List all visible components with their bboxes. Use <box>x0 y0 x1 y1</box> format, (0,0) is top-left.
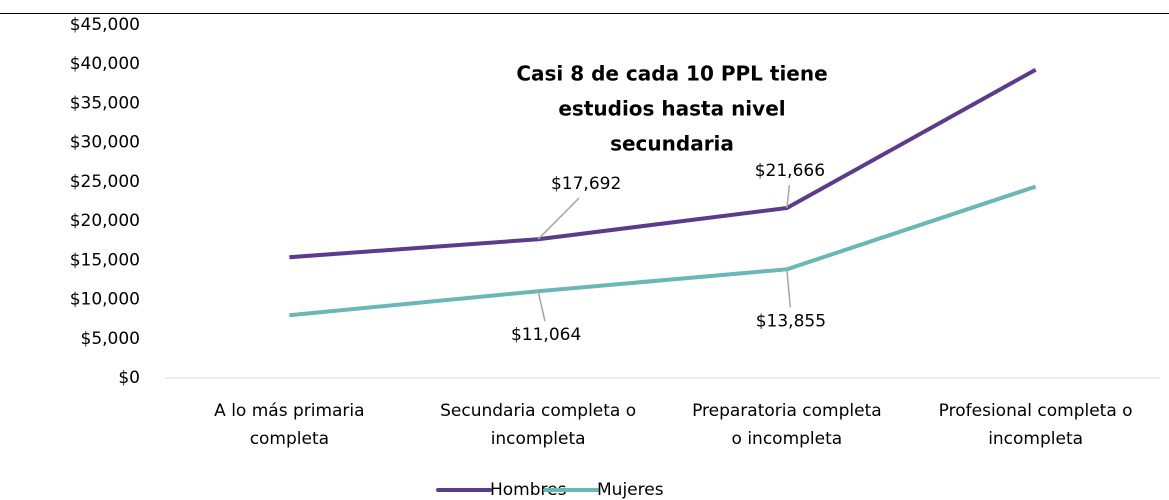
annotation: secundaria <box>610 132 734 156</box>
annotation: estudios hasta nivel <box>558 97 785 121</box>
leader-line <box>786 184 791 209</box>
leader-line <box>537 197 580 240</box>
y-tick-label: $30,000 <box>70 133 140 153</box>
x-tick-line: Secundaria completa o <box>440 401 636 421</box>
annotation: Casi 8 de cada 10 PPL tiene <box>516 62 827 86</box>
y-tick-label: $0 <box>118 368 140 388</box>
y-tick-label: $10,000 <box>70 290 140 310</box>
series-line <box>289 67 1037 260</box>
y-tick-label: $20,000 <box>70 211 140 231</box>
data-label: $13,855 <box>756 311 826 331</box>
data-label: $11,064 <box>511 325 581 345</box>
y-tick-label: $25,000 <box>70 172 140 192</box>
y-tick-label: $40,000 <box>70 54 140 74</box>
x-tick-label: Preparatoria completa o incompleta <box>692 401 882 449</box>
legend-label: Hombres <box>490 480 567 500</box>
series-line <box>289 184 1037 318</box>
x-tick-line: Preparatoria completa <box>692 401 882 421</box>
data-label: $21,666 <box>755 161 825 181</box>
leader-line <box>786 269 792 308</box>
x-tick-label: Profesional completa o incompleta <box>939 401 1133 449</box>
data-label: $17,692 <box>551 174 621 194</box>
y-tick-label: $5,000 <box>81 329 140 349</box>
y-tick-label: $15,000 <box>70 250 140 270</box>
leader-line <box>537 291 546 322</box>
x-tick-line: completa <box>250 429 329 449</box>
legend-label: Mujeres <box>597 480 664 500</box>
y-tick-label: $35,000 <box>70 93 140 113</box>
x-tick-line: incompleta <box>988 429 1083 449</box>
x-tick-line: Profesional completa o <box>939 401 1133 421</box>
x-tick-label: Secundaria completa o incompleta <box>440 401 636 449</box>
y-tick-label: $45,000 <box>70 15 140 35</box>
x-tick-line: o incompleta <box>732 429 843 449</box>
x-tick-line: incompleta <box>491 429 586 449</box>
x-tick-line: A lo más primaria <box>214 401 364 421</box>
x-tick-label: A lo más primaria completa <box>214 401 364 449</box>
